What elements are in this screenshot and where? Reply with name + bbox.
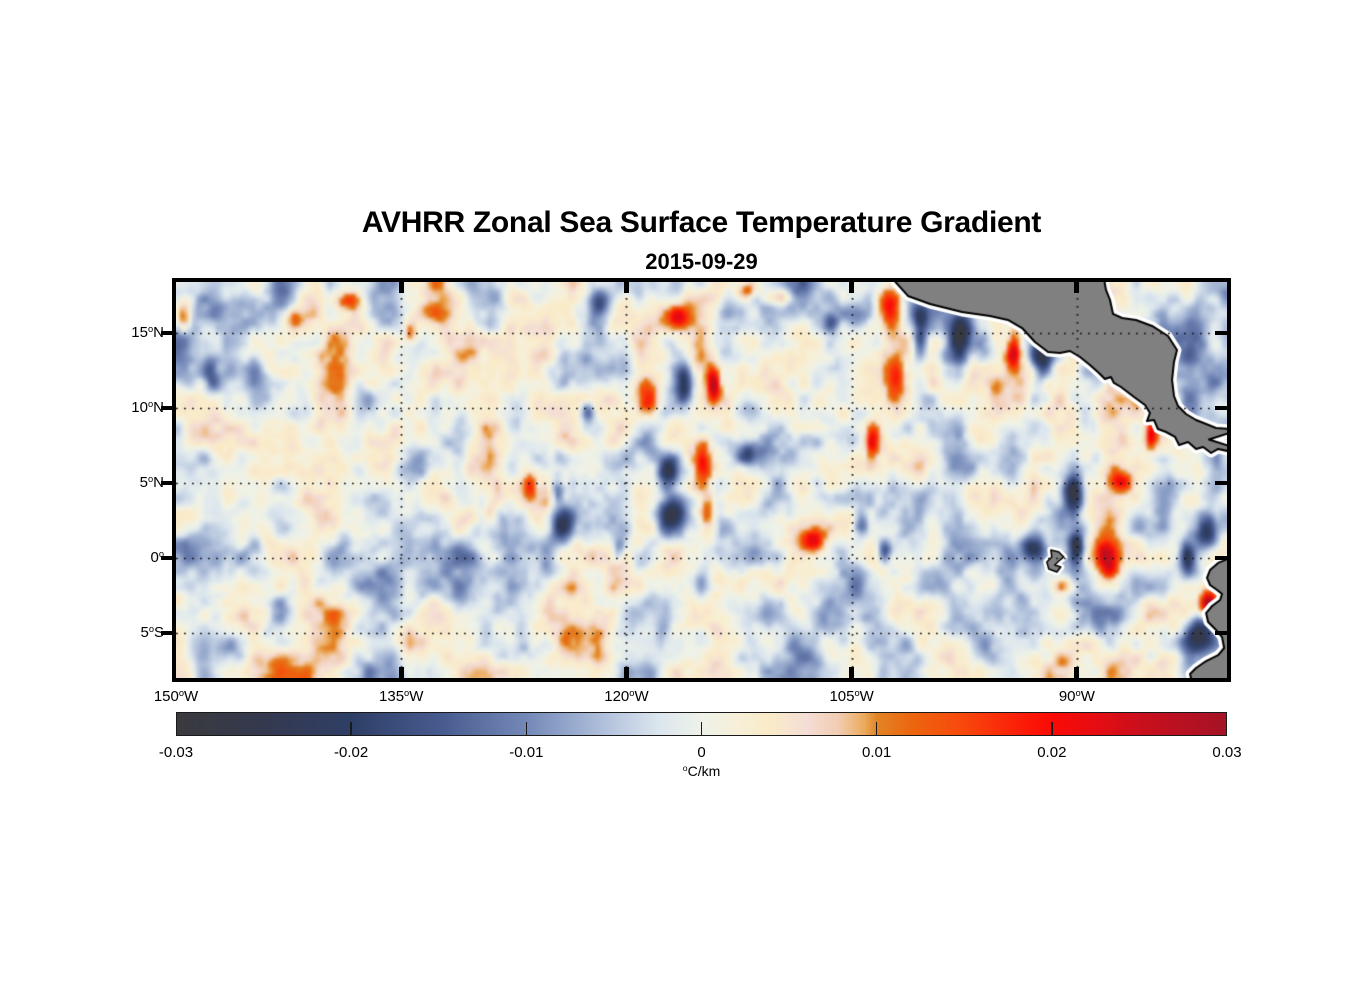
y-axis-tick-left xyxy=(161,480,172,486)
x-axis-tick-bottom xyxy=(398,667,404,678)
colorbar-tick xyxy=(875,722,878,735)
degree-superscript: o xyxy=(147,323,154,334)
y-axis-tick-left xyxy=(161,630,172,636)
map-axes-frame xyxy=(172,278,1231,682)
x-axis-tick-top xyxy=(849,282,855,293)
colorbar-tick-label: 0.03 xyxy=(1212,744,1242,761)
x-tick-label: 105oW xyxy=(829,687,874,705)
degree-superscript: o xyxy=(147,398,154,409)
degree-superscript: o xyxy=(158,548,164,559)
colorbar-tick-label: 0 xyxy=(697,744,706,761)
figure-title: AVHRR Zonal Sea Surface Temperature Grad… xyxy=(361,206,1042,239)
x-axis-tick-bottom xyxy=(623,667,629,678)
colorbar-tick xyxy=(525,722,528,735)
y-axis-tick-right xyxy=(1215,630,1227,636)
x-axis-tick-bottom xyxy=(849,667,855,678)
colorbar-tick xyxy=(350,722,352,735)
y-tick-label: 10oN xyxy=(131,398,164,416)
x-tick-label: 120oW xyxy=(604,687,649,705)
figure-date-subtitle: 2015-09-29 xyxy=(645,249,758,274)
degree-superscript: o xyxy=(178,687,185,698)
colorbar-unit-label: oC/km xyxy=(682,763,721,779)
y-axis-tick-right xyxy=(1215,405,1227,411)
degree-superscript: o xyxy=(629,687,635,698)
x-axis-tick-top xyxy=(1074,282,1080,293)
y-tick-label: 15oN xyxy=(131,323,164,341)
colorbar-tick xyxy=(1051,722,1053,735)
y-axis-tick-left xyxy=(161,330,172,336)
degree-superscript: o xyxy=(854,687,860,698)
x-tick-label: 90oW xyxy=(1058,687,1095,705)
x-axis-tick-top xyxy=(623,282,629,293)
y-axis-tick-right xyxy=(1215,330,1227,336)
x-axis-tick-top xyxy=(398,282,404,293)
colorbar-tick-label: 0.01 xyxy=(862,744,892,761)
x-tick-label: 135oW xyxy=(379,687,424,705)
degree-superscript: o xyxy=(147,473,154,484)
y-tick-label: 5oS xyxy=(140,623,164,641)
x-axis-tick-bottom xyxy=(1074,667,1080,678)
colorbar-tick-label: -0.03 xyxy=(158,744,194,761)
degree-superscript: o xyxy=(148,623,154,634)
sst-gradient-heatmap xyxy=(176,282,1227,678)
colorbar-tick xyxy=(700,722,703,735)
y-axis-tick-right xyxy=(1215,480,1227,486)
y-tick-label: 5oN xyxy=(139,473,164,491)
colorbar-tick-label: 0.02 xyxy=(1037,744,1067,761)
colorbar-tick-label: -0.01 xyxy=(509,744,544,761)
y-axis-tick-left xyxy=(161,405,172,411)
y-axis-tick-left xyxy=(161,555,172,561)
y-axis-tick-right xyxy=(1215,555,1227,561)
degree-superscript: o xyxy=(682,763,688,774)
x-tick-label: 150oW xyxy=(153,687,199,705)
y-tick-label: 0o xyxy=(150,548,164,566)
colorbar-tick-label: -0.02 xyxy=(334,744,369,761)
degree-superscript: o xyxy=(404,687,410,698)
degree-superscript: o xyxy=(1075,687,1081,698)
